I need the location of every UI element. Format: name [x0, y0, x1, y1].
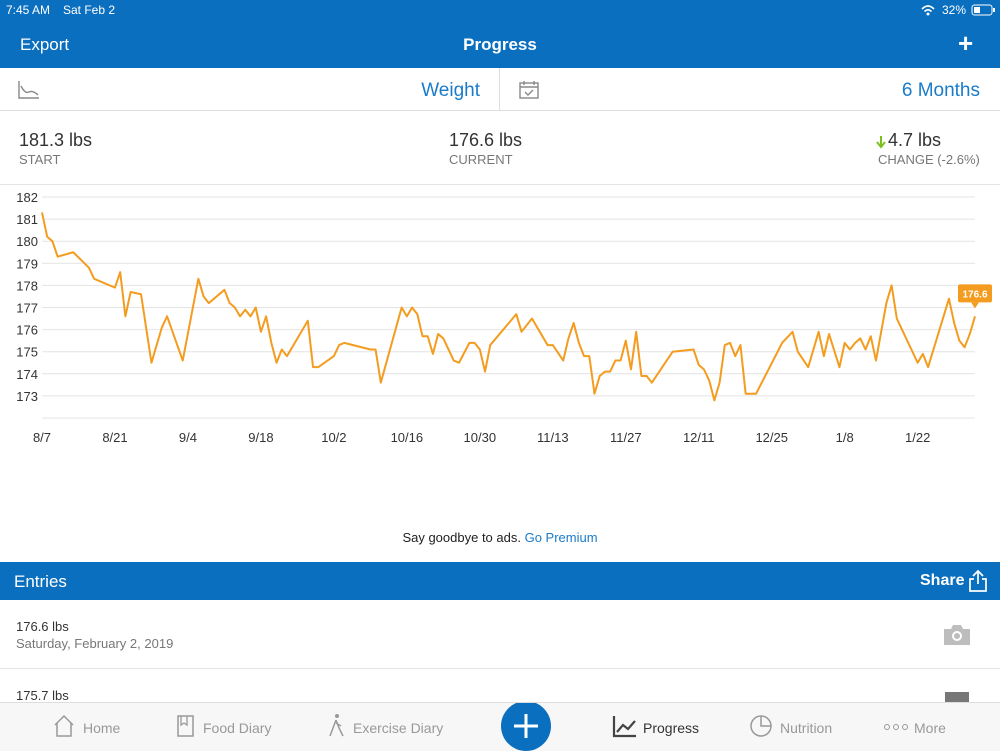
x-tick-label: 1/8 — [836, 430, 854, 445]
y-tick-label: 178 — [16, 278, 38, 293]
divider — [499, 68, 500, 110]
status-time: 7:45 AM — [6, 3, 51, 17]
x-tick-label: 8/7 — [33, 430, 51, 445]
end-label: 176.6 — [958, 284, 992, 309]
share-icon — [969, 569, 987, 592]
status-icons — [921, 4, 995, 16]
y-tick-label: 181 — [16, 212, 38, 227]
chart-icon — [18, 81, 39, 99]
add-button[interactable]: + — [958, 28, 974, 58]
x-tick-label: 1/22 — [905, 430, 930, 445]
entry-row[interactable]: 176.6 lbs Saturday, February 2, 2019 — [0, 600, 1000, 669]
chart: 173 174 175 176 177 178 179 180 181 182 8/7 8/21 9/4… — [16, 190, 992, 445]
end-label-text: 176.6 — [962, 289, 987, 300]
export-button[interactable]: Export — [20, 35, 70, 54]
ad-banner: Say goodbye to ads. Go Premium — [0, 530, 1000, 545]
weight-line — [41, 212, 976, 402]
entry-row[interactable]: 175.7 lbs — [0, 669, 1000, 702]
tab-food-diary[interactable]: Food Diary — [203, 720, 272, 736]
change-label: CHANGE (-2.6%) — [878, 152, 980, 167]
y-tick-label: 179 — [16, 256, 38, 271]
stats: 181.3 lbs START 176.6 lbs CURRENT 4.7 lb… — [0, 111, 1000, 185]
current-label: CURRENT — [449, 152, 513, 167]
tab-progress[interactable]: Progress — [643, 720, 700, 736]
y-tick-label: 177 — [16, 301, 38, 316]
premium-link[interactable]: Go Premium — [524, 530, 598, 545]
x-tick-label: 10/30 — [464, 430, 497, 445]
tab-icons — [54, 703, 908, 751]
start-value: 181.3 lbs — [19, 130, 93, 150]
entry-weight: 176.6 lbs — [16, 619, 69, 634]
x-tick-label: 12/25 — [755, 430, 788, 445]
y-tick-label: 182 — [16, 190, 38, 205]
ad-text: Say goodbye to ads. — [402, 530, 521, 545]
current-value: 176.6 lbs — [449, 130, 523, 150]
down-arrow — [876, 136, 886, 149]
header: 7:45 AM Sat Feb 2 32% Export Progress + — [0, 0, 1000, 68]
x-tick-label: 11/13 — [537, 430, 569, 445]
x-tick-label: 10/2 — [321, 430, 346, 445]
entry-weight: 175.7 lbs — [16, 688, 69, 702]
entry-icon — [945, 692, 969, 702]
tab-bar: Home Food Diary Exercise Diary Progress … — [0, 702, 1000, 751]
x-tick-label: 8/21 — [102, 430, 127, 445]
toolbar: Weight 6 Months — [0, 68, 1000, 111]
end-label-pointer — [971, 302, 979, 309]
entries-title: Entries — [14, 572, 67, 591]
y-tick-label: 176 — [16, 323, 38, 338]
x-tick-label: 12/11 — [683, 430, 715, 445]
tab-nutrition[interactable]: Nutrition — [780, 720, 833, 736]
share-button[interactable]: Share — [920, 572, 965, 589]
camera-icon[interactable] — [942, 624, 972, 646]
status-date: Sat Feb 2 — [63, 3, 116, 17]
tab-home[interactable]: Home — [83, 720, 121, 736]
entry-date: Saturday, February 2, 2019 — [16, 636, 174, 651]
x-tick-label: 11/27 — [610, 430, 642, 445]
start-label: START — [19, 152, 61, 167]
end-label-box — [958, 284, 992, 303]
tab-exercise-diary[interactable]: Exercise Diary — [353, 720, 444, 736]
x-tick-label: 9/4 — [179, 430, 197, 445]
change-value: 4.7 lbs — [888, 130, 942, 150]
y-tick-label: 173 — [16, 389, 38, 404]
metric-selector[interactable]: Weight — [421, 80, 480, 101]
entries-header: Entries Share — [0, 562, 1000, 600]
x-tick-label: 9/18 — [248, 430, 273, 445]
x-tick-label: 10/16 — [391, 430, 424, 445]
nav-title: Progress — [463, 35, 537, 54]
range-selector[interactable]: 6 Months — [901, 80, 980, 101]
battery-level: 32% — [942, 3, 967, 17]
tab-more[interactable]: More — [914, 720, 946, 736]
y-tick-label: 180 — [16, 234, 38, 249]
calendar-icon — [519, 81, 539, 99]
y-tick-label: 174 — [16, 367, 38, 382]
y-tick-label: 175 — [16, 345, 38, 360]
